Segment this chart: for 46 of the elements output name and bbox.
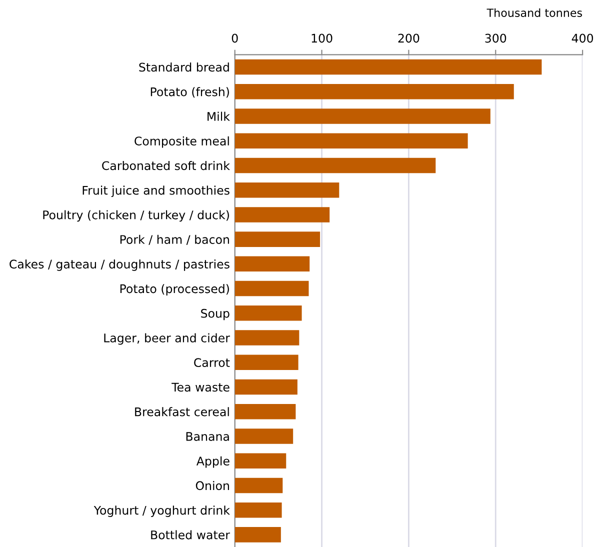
- x-tick-label: 100: [312, 34, 332, 43]
- x-tick-label: 400: [572, 34, 594, 43]
- y-tick-label: Onion: [196, 480, 229, 490]
- y-tick-label: Carbonated soft drink: [102, 160, 230, 170]
- y-tick-label: Yoghurt / yoghurt drink: [94, 506, 230, 518]
- bar: [234, 59, 542, 75]
- bar: [234, 158, 436, 174]
- y-tick-label: Breakfast cereal: [135, 407, 229, 416]
- bar: [234, 502, 282, 518]
- bar: [234, 108, 490, 124]
- bar: [234, 84, 514, 100]
- bar: [234, 354, 298, 370]
- bar: [234, 306, 302, 321]
- bar: [234, 330, 300, 346]
- bar: [234, 232, 320, 247]
- y-tick-label: Potato (fresh): [150, 87, 229, 98]
- bar: [234, 133, 468, 148]
- y-tick-label: Fruit juice and smoothies: [82, 186, 230, 198]
- y-tick-label: Milk: [208, 112, 230, 121]
- bar: [234, 207, 330, 222]
- y-tick-label: Composite meal: [134, 136, 229, 148]
- y-tick-label: Potato (processed): [120, 284, 229, 296]
- y-tick-label: Bottled water: [151, 530, 230, 540]
- bar: [234, 453, 286, 468]
- bar: [234, 527, 281, 542]
- y-tick-label: Lager, beer and cider: [104, 333, 230, 345]
- bar: [234, 379, 298, 395]
- bar: [234, 404, 296, 420]
- x-tick-label: 0: [232, 34, 238, 43]
- x-axis-title: Thousand tonnes: [486, 8, 582, 17]
- x-tick-label: 300: [485, 34, 506, 43]
- y-tick-label: Banana: [186, 432, 229, 441]
- y-tick-label: Tea waste: [172, 382, 230, 392]
- y-tick-label: Apple: [196, 456, 230, 468]
- y-tick-label: Carrot: [194, 358, 230, 368]
- y-tick-label: Poultry (chicken / turkey / duck): [43, 210, 229, 222]
- x-tick-label: 200: [398, 34, 420, 43]
- bar: [234, 256, 310, 272]
- y-tick-label: Standard bread: [139, 62, 229, 72]
- bar: [234, 478, 283, 494]
- bar: [234, 182, 340, 198]
- bar: [234, 280, 309, 296]
- y-tick-label: Soup: [201, 308, 230, 320]
- bar: [234, 428, 294, 444]
- y-tick-label: Pork / ham / bacon: [120, 234, 229, 245]
- y-tick-label: Cakes / gateau / doughnuts / pastries: [10, 259, 230, 271]
